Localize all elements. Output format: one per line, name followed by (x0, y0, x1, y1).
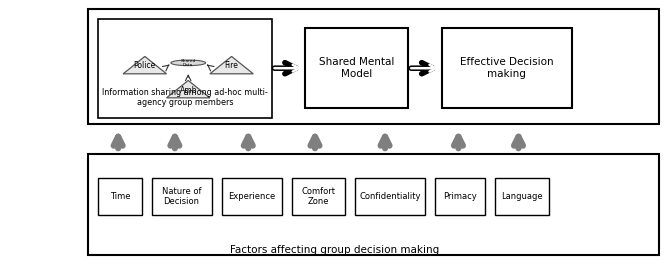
Polygon shape (123, 56, 167, 74)
FancyBboxPatch shape (355, 178, 425, 215)
Text: Shared
Data: Shared Data (180, 59, 196, 67)
Text: Police: Police (134, 62, 156, 70)
Text: Experience: Experience (228, 192, 275, 201)
Text: Fire: Fire (224, 62, 239, 70)
Text: Factors affecting group decision making: Factors affecting group decision making (230, 245, 440, 255)
FancyBboxPatch shape (442, 28, 572, 108)
Text: Shared Mental
Model: Shared Mental Model (319, 58, 395, 79)
FancyBboxPatch shape (88, 9, 659, 124)
FancyBboxPatch shape (495, 178, 549, 215)
FancyBboxPatch shape (98, 19, 271, 118)
Text: Amb: Amb (180, 86, 197, 94)
Text: Primacy: Primacy (444, 192, 477, 201)
Polygon shape (167, 80, 210, 98)
FancyBboxPatch shape (305, 28, 409, 108)
FancyBboxPatch shape (151, 178, 212, 215)
Text: Effective Decision
making: Effective Decision making (460, 58, 553, 79)
Polygon shape (210, 56, 253, 74)
FancyBboxPatch shape (88, 154, 659, 255)
Ellipse shape (171, 60, 206, 66)
FancyBboxPatch shape (98, 178, 141, 215)
Text: Language: Language (501, 192, 543, 201)
Text: Time: Time (110, 192, 130, 201)
Text: Comfort
Zone: Comfort Zone (302, 187, 335, 206)
Text: Nature of
Decision: Nature of Decision (161, 187, 201, 206)
Text: Information sharing among ad-hoc multi-
agency group members: Information sharing among ad-hoc multi- … (102, 88, 268, 107)
FancyBboxPatch shape (435, 178, 485, 215)
FancyBboxPatch shape (222, 178, 281, 215)
FancyBboxPatch shape (291, 178, 345, 215)
Text: Confidentiality: Confidentiality (359, 192, 421, 201)
